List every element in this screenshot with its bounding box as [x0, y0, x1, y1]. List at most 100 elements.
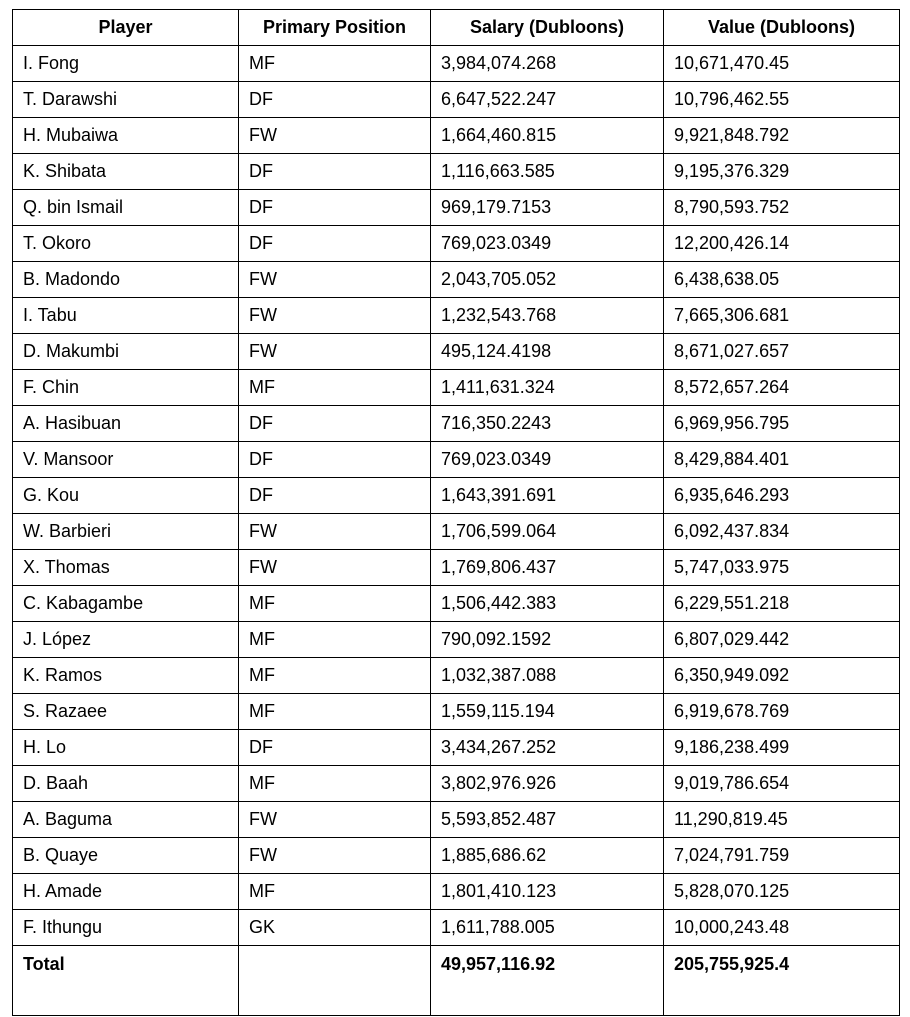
cell-position: DF	[238, 729, 431, 766]
cell-player: I. Tabu	[12, 297, 239, 334]
total-row: Total 49,957,116.92 205,755,925.4	[12, 945, 900, 1016]
table-row: F. Chin MF 1,411,631.324 8,572,657.264	[12, 369, 900, 406]
cell-value: 5,828,070.125	[663, 873, 900, 910]
cell-value: 9,921,848.792	[663, 117, 900, 154]
table-row: H. Lo DF 3,434,267.252 9,186,238.499	[12, 729, 900, 766]
table-row: D. Baah MF 3,802,976.926 9,019,786.654	[12, 765, 900, 802]
cell-player: G. Kou	[12, 477, 239, 514]
cell-value: 11,290,819.45	[663, 801, 900, 838]
cell-player: C. Kabagambe	[12, 585, 239, 622]
cell-position: MF	[238, 765, 431, 802]
total-position	[238, 945, 431, 1016]
cell-position: MF	[238, 657, 431, 694]
cell-salary: 1,801,410.123	[430, 873, 664, 910]
cell-player: B. Madondo	[12, 261, 239, 298]
cell-player: H. Amade	[12, 873, 239, 910]
cell-position: FW	[238, 549, 431, 586]
cell-player: H. Lo	[12, 729, 239, 766]
header-player: Player	[12, 9, 239, 46]
table-row: J. López MF 790,092.1592 6,807,029.442	[12, 621, 900, 658]
cell-player: S. Razaee	[12, 693, 239, 730]
table-row: I. Fong MF 3,984,074.268 10,671,470.45	[12, 45, 900, 82]
table-row: T. Darawshi DF 6,647,522.247 10,796,462.55	[12, 81, 900, 118]
cell-value: 6,350,949.092	[663, 657, 900, 694]
table-row: V. Mansoor DF 769,023.0349 8,429,884.401	[12, 441, 900, 478]
cell-salary: 3,434,267.252	[430, 729, 664, 766]
cell-player: W. Barbieri	[12, 513, 239, 550]
cell-salary: 1,506,442.383	[430, 585, 664, 622]
table-row: A. Baguma FW 5,593,852.487 11,290,819.45	[12, 801, 900, 838]
cell-salary: 495,124.4198	[430, 333, 664, 370]
cell-value: 8,429,884.401	[663, 441, 900, 478]
cell-salary: 5,593,852.487	[430, 801, 664, 838]
table-row: H. Amade MF 1,801,410.123 5,828,070.125	[12, 873, 900, 910]
cell-player: K. Shibata	[12, 153, 239, 190]
cell-player: A. Hasibuan	[12, 405, 239, 442]
cell-position: MF	[238, 873, 431, 910]
table-row: S. Razaee MF 1,559,115.194 6,919,678.769	[12, 693, 900, 730]
header-value: Value (Dubloons)	[663, 9, 900, 46]
cell-value: 6,438,638.05	[663, 261, 900, 298]
header-row: Player Primary Position Salary (Dubloons…	[12, 9, 900, 46]
table-row: X. Thomas FW 1,769,806.437 5,747,033.975	[12, 549, 900, 586]
cell-salary: 3,802,976.926	[430, 765, 664, 802]
cell-salary: 1,116,663.585	[430, 153, 664, 190]
cell-salary: 769,023.0349	[430, 225, 664, 262]
cell-salary: 769,023.0349	[430, 441, 664, 478]
cell-salary: 2,043,705.052	[430, 261, 664, 298]
cell-position: DF	[238, 81, 431, 118]
cell-salary: 1,611,788.005	[430, 909, 664, 946]
cell-position: MF	[238, 693, 431, 730]
cell-player: F. Ithungu	[12, 909, 239, 946]
cell-position: DF	[238, 225, 431, 262]
table-row: K. Ramos MF 1,032,387.088 6,350,949.092	[12, 657, 900, 694]
cell-salary: 1,706,599.064	[430, 513, 664, 550]
cell-value: 8,671,027.657	[663, 333, 900, 370]
cell-position: MF	[238, 621, 431, 658]
header-position: Primary Position	[238, 9, 431, 46]
cell-player: V. Mansoor	[12, 441, 239, 478]
cell-position: DF	[238, 189, 431, 226]
cell-position: DF	[238, 405, 431, 442]
cell-player: K. Ramos	[12, 657, 239, 694]
cell-position: FW	[238, 513, 431, 550]
header-salary: Salary (Dubloons)	[430, 9, 664, 46]
cell-salary: 1,411,631.324	[430, 369, 664, 406]
cell-player: T. Darawshi	[12, 81, 239, 118]
cell-player: J. López	[12, 621, 239, 658]
cell-value: 10,796,462.55	[663, 81, 900, 118]
table-row: H. Mubaiwa FW 1,664,460.815 9,921,848.792	[12, 117, 900, 154]
cell-salary: 1,664,460.815	[430, 117, 664, 154]
table-row: F. Ithungu GK 1,611,788.005 10,000,243.48	[12, 909, 900, 946]
cell-value: 8,790,593.752	[663, 189, 900, 226]
cell-position: DF	[238, 441, 431, 478]
cell-value: 6,229,551.218	[663, 585, 900, 622]
cell-position: FW	[238, 333, 431, 370]
table-row: D. Makumbi FW 495,124.4198 8,671,027.657	[12, 333, 900, 370]
cell-value: 7,665,306.681	[663, 297, 900, 334]
cell-player: I. Fong	[12, 45, 239, 82]
table-row: B. Madondo FW 2,043,705.052 6,438,638.05	[12, 261, 900, 298]
cell-salary: 1,643,391.691	[430, 477, 664, 514]
cell-salary: 1,559,115.194	[430, 693, 664, 730]
cell-player: B. Quaye	[12, 837, 239, 874]
cell-value: 9,019,786.654	[663, 765, 900, 802]
total-label: Total	[12, 945, 239, 1016]
table-row: Q. bin Ismail DF 969,179.7153 8,790,593.752	[12, 189, 900, 226]
cell-value: 6,807,029.442	[663, 621, 900, 658]
cell-player: F. Chin	[12, 369, 239, 406]
cell-position: MF	[238, 585, 431, 622]
cell-value: 7,024,791.759	[663, 837, 900, 874]
cell-position: FW	[238, 297, 431, 334]
cell-value: 6,092,437.834	[663, 513, 900, 550]
table-row: K. Shibata DF 1,116,663.585 9,195,376.329	[12, 153, 900, 190]
cell-salary: 1,769,806.437	[430, 549, 664, 586]
cell-salary: 716,350.2243	[430, 405, 664, 442]
cell-position: DF	[238, 153, 431, 190]
table-row: T. Okoro DF 769,023.0349 12,200,426.14	[12, 225, 900, 262]
cell-position: FW	[238, 117, 431, 154]
cell-player: X. Thomas	[12, 549, 239, 586]
table-row: I. Tabu FW 1,232,543.768 7,665,306.681	[12, 297, 900, 334]
cell-position: FW	[238, 801, 431, 838]
cell-salary: 6,647,522.247	[430, 81, 664, 118]
